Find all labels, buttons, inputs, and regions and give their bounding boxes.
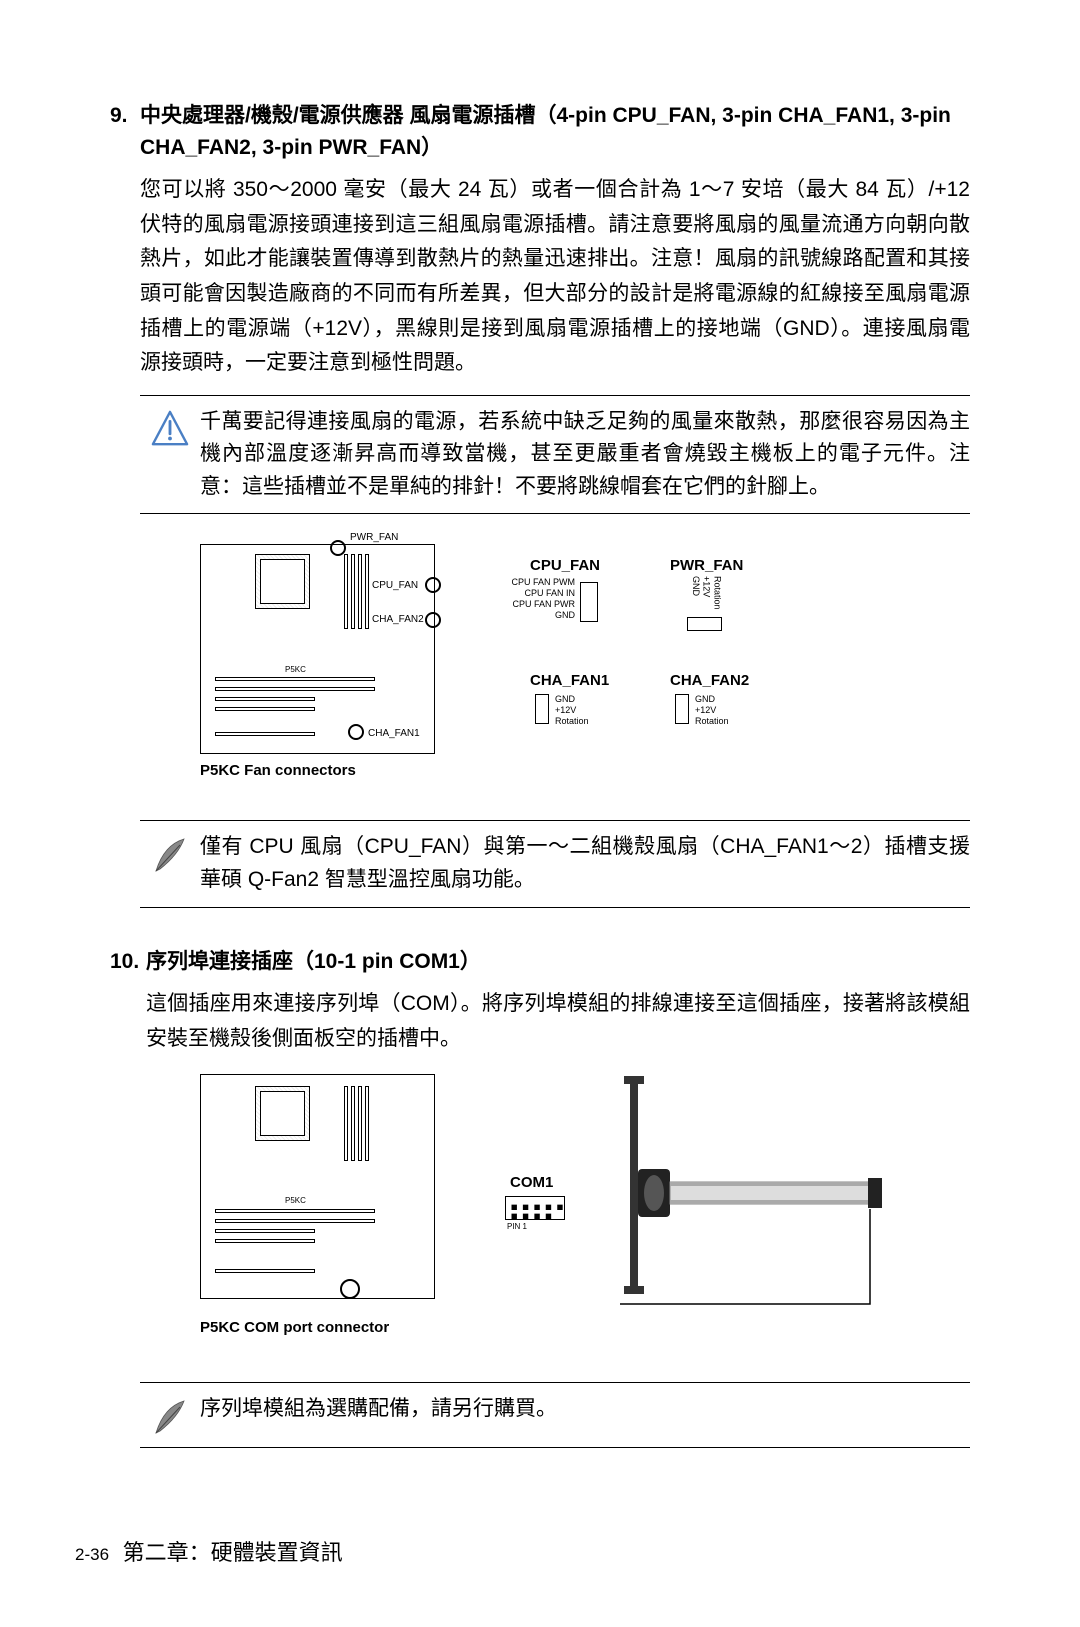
warning-note-1: 千萬要記得連接風扇的電源，若系統中缺乏足夠的風量來散熱，那麼很容易因為主機內部溫… bbox=[140, 395, 970, 515]
conn-pwr-fan-pins: Rotation +12V GND bbox=[690, 576, 722, 610]
fan-connectors-diagram: PWR_FAN CPU_FAN CHA_FAN2 CHA_FAN1 P5KC C… bbox=[200, 532, 970, 802]
com-bracket-illustration bbox=[620, 1074, 940, 1314]
section-10-number: 10. bbox=[110, 946, 146, 978]
info-note-3-text: 序列埠模組為選購配備，請另行購買。 bbox=[200, 1393, 970, 1437]
page-footer: 2-36 第二章：硬體裝置資訊 bbox=[75, 1535, 343, 1567]
section-10-title-text: 序列埠連接插座（10-1 pin COM1） bbox=[146, 946, 970, 978]
label-cha-fan1: CHA_FAN1 bbox=[368, 728, 420, 739]
info-note-2: 僅有 CPU 風扇（CPU_FAN）與第一～二組機殼風扇（CHA_FAN1～2）… bbox=[140, 820, 970, 907]
conn-cha-fan1-pins: GND +12V Rotation bbox=[555, 694, 589, 726]
section-10-title: 10. 序列埠連接插座（10-1 pin COM1） bbox=[110, 946, 970, 978]
conn-cpu-fan-pins: CPU FAN PWM CPU FAN IN CPU FAN PWR GND bbox=[495, 577, 575, 620]
label-com1: COM1 bbox=[510, 1174, 553, 1191]
label-p5kc-1: P5KC bbox=[285, 665, 306, 674]
label-p5kc-2: P5KC bbox=[285, 1196, 306, 1205]
conn-cpu-fan-title: CPU_FAN bbox=[530, 557, 600, 574]
footer-page-number: 2-36 bbox=[75, 1545, 109, 1564]
warning-note-1-text: 千萬要記得連接風扇的電源，若系統中缺乏足夠的風量來散熱，那麼很容易因為主機內部溫… bbox=[200, 406, 970, 504]
info-note-3: 序列埠模組為選購配備，請另行購買。 bbox=[140, 1382, 970, 1448]
footer-chapter: 第二章：硬體裝置資訊 bbox=[123, 1540, 343, 1565]
section-9-number: 9. bbox=[110, 100, 140, 163]
warning-icon bbox=[140, 406, 200, 504]
info-note-2-text: 僅有 CPU 風扇（CPU_FAN）與第一～二組機殼風扇（CHA_FAN1～2）… bbox=[200, 831, 970, 896]
feather-icon bbox=[140, 1393, 200, 1437]
feather-icon bbox=[140, 831, 200, 896]
section-10-body: 這個插座用來連接序列埠（COM）。將序列埠模組的排線連接至這個插座，接著將該模組… bbox=[146, 987, 970, 1056]
diagram1-caption: P5KC Fan connectors bbox=[200, 762, 356, 779]
section-9-title: 9. 中央處理器/機殼/電源供應器 風扇電源插槽（4-pin CPU_FAN, … bbox=[110, 100, 970, 163]
section-9-body: 您可以將 350～2000 毫安（最大 24 瓦）或者一個合計為 1～7 安培（… bbox=[140, 173, 970, 381]
label-pin1: PIN 1 bbox=[507, 1222, 527, 1231]
conn-pwr-fan-title: PWR_FAN bbox=[670, 557, 743, 574]
label-pwr-fan-top: PWR_FAN bbox=[350, 532, 398, 543]
section-9-title-text: 中央處理器/機殼/電源供應器 風扇電源插槽（4-pin CPU_FAN, 3-p… bbox=[140, 100, 970, 163]
label-cha-fan2: CHA_FAN2 bbox=[372, 614, 424, 625]
com-port-diagram: P5KC COM1 ▪▪▪▪▪ ▪▪▪▪ PIN 1 P5KC COM port… bbox=[200, 1074, 970, 1364]
conn-cha-fan2-title: CHA_FAN2 bbox=[670, 672, 749, 689]
label-cpu-fan: CPU_FAN bbox=[372, 580, 418, 591]
diagram2-caption: P5KC COM port connector bbox=[200, 1319, 389, 1336]
conn-cha-fan2-pins: GND +12V Rotation bbox=[695, 694, 729, 726]
conn-cha-fan1-title: CHA_FAN1 bbox=[530, 672, 609, 689]
